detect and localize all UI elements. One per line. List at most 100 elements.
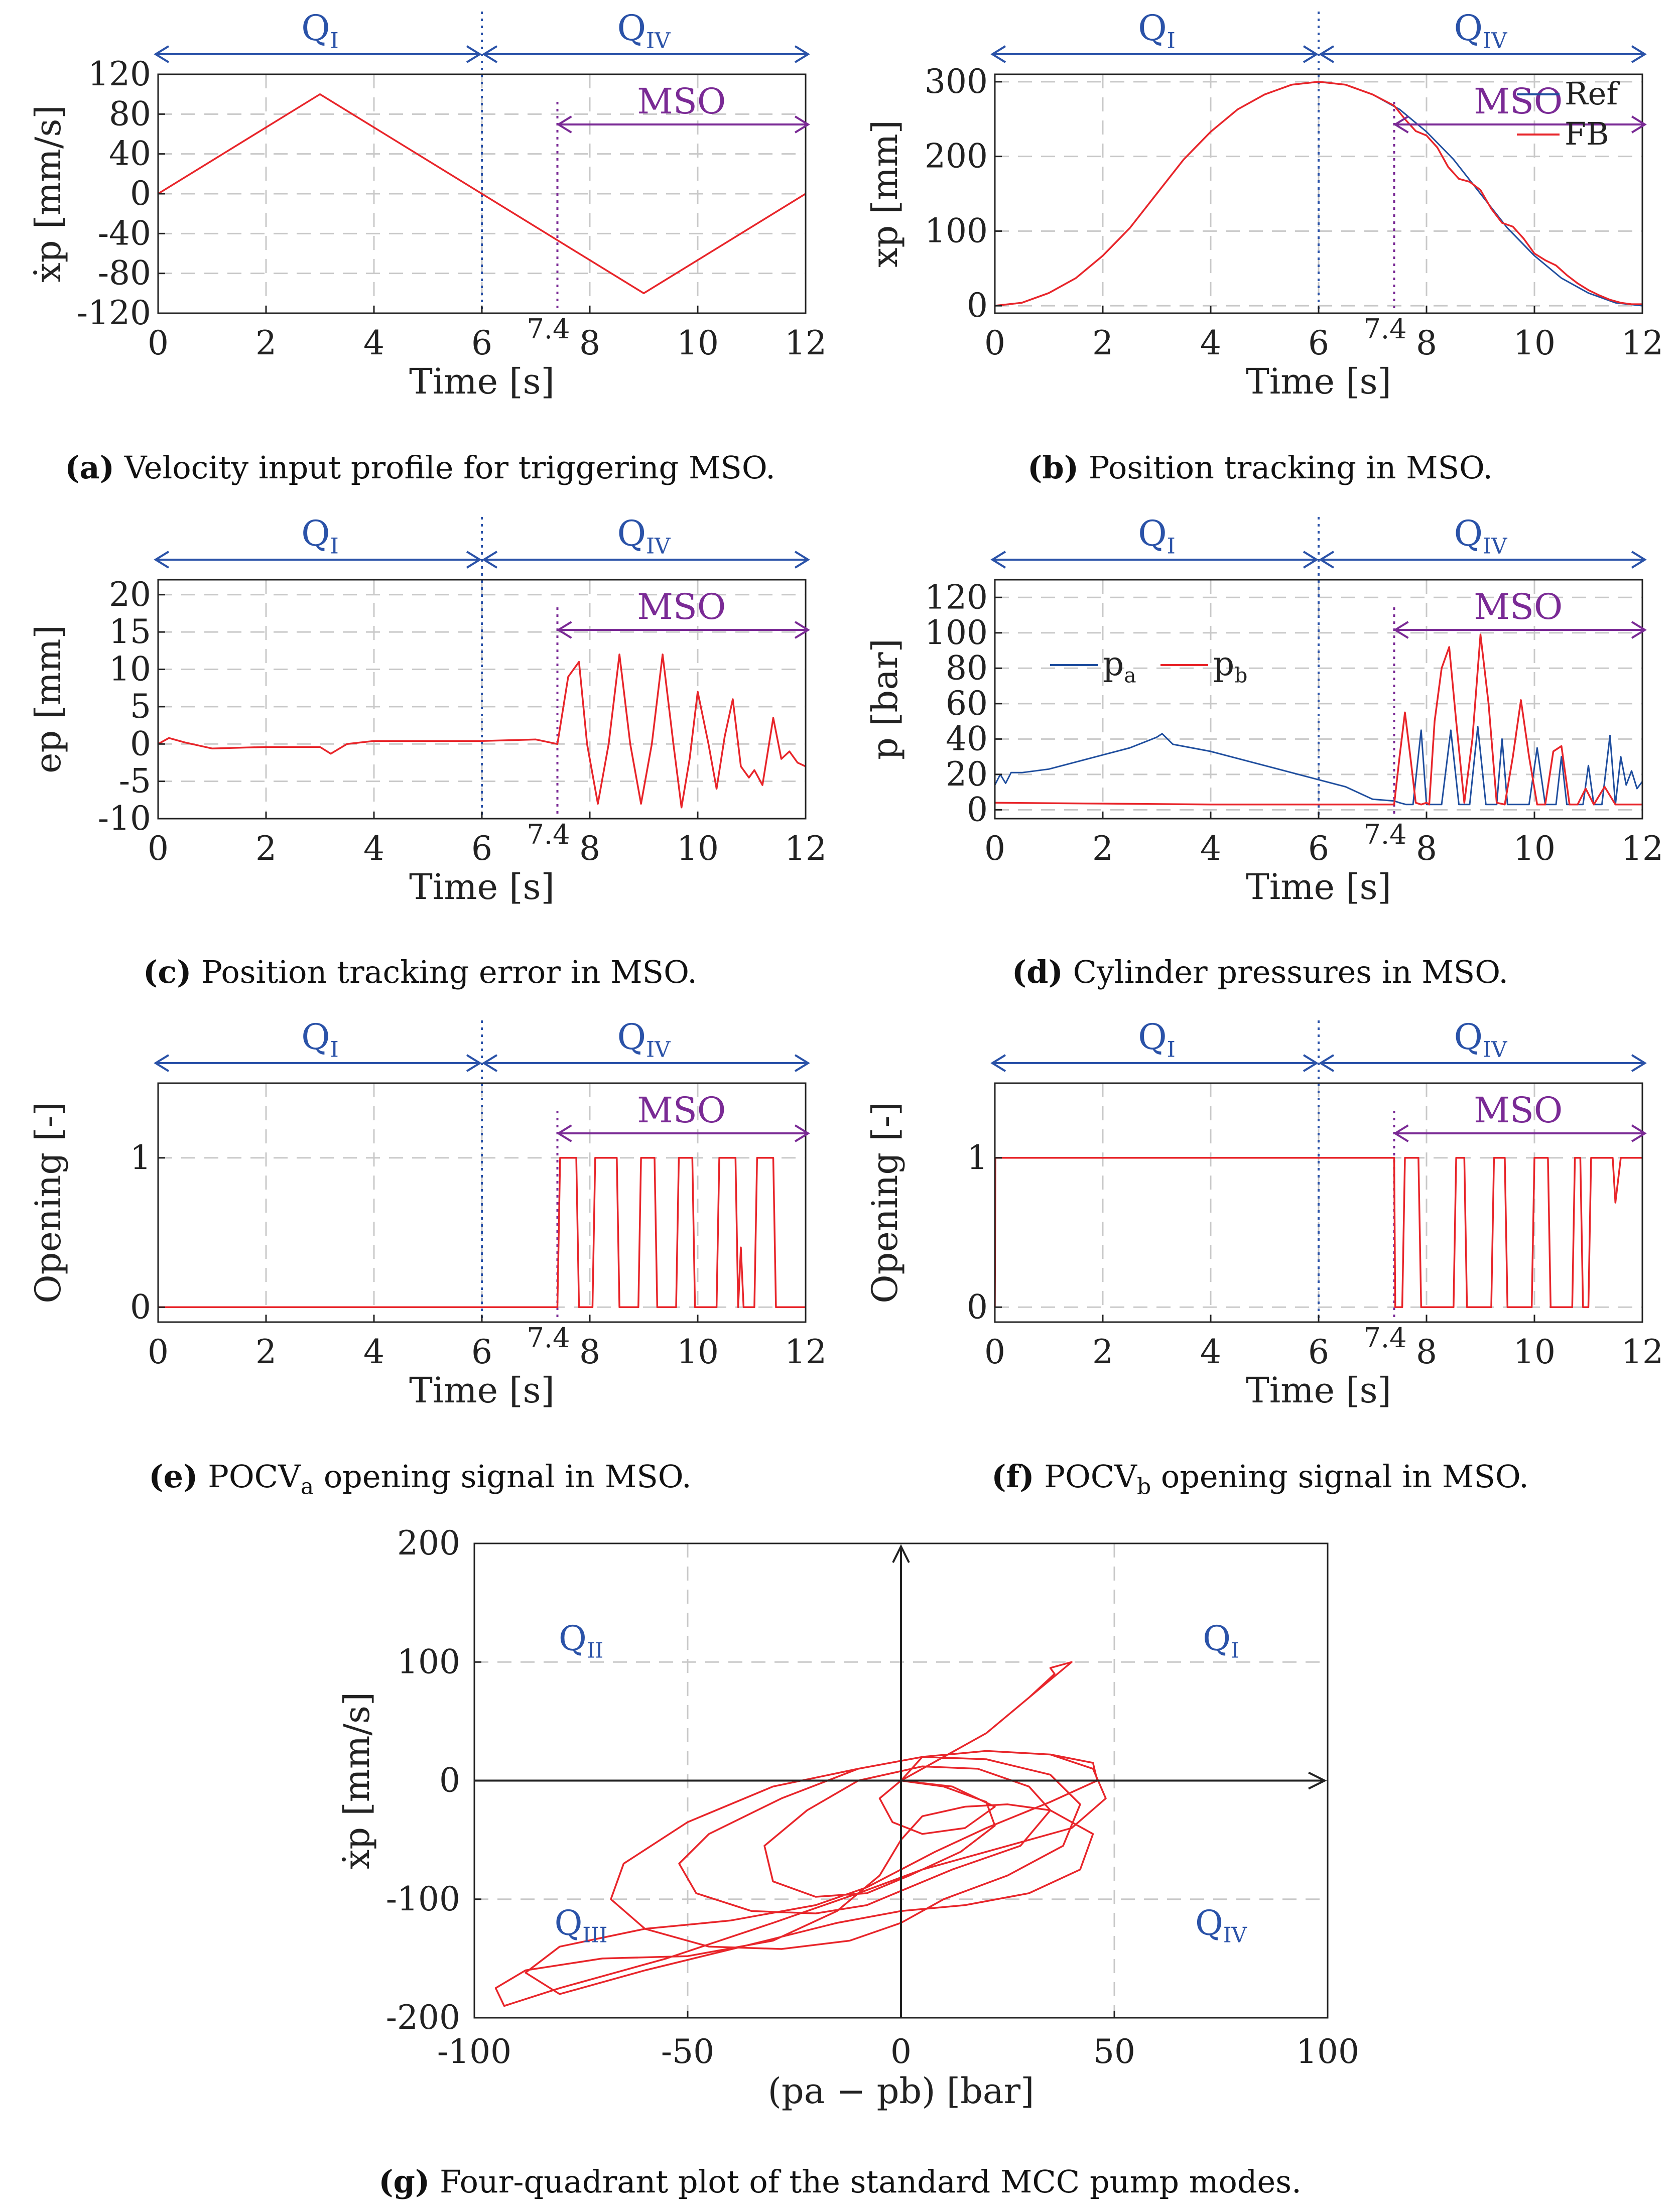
series-POCVa [158, 1157, 806, 1309]
y-tick-label: 40 [946, 719, 988, 758]
quadrant-label-left: QI [1138, 1016, 1176, 1062]
x-axis-label: Time [s] [409, 361, 555, 402]
quadrant-label-right: QIV [617, 1016, 671, 1062]
y-tick-label: 60 [946, 684, 988, 723]
quadrant-label-left-main: Q [1138, 8, 1167, 49]
center-y-arrowhead [892, 1544, 910, 1563]
y-tick-label: 100 [925, 211, 988, 250]
y-tick-label: 0 [967, 1287, 988, 1326]
quadrant-arrow-right-head [1319, 45, 1335, 63]
mso-arrow-head [556, 115, 572, 134]
x-tick-label: 2 [255, 1333, 277, 1371]
x-tick-label: 12 [1621, 1333, 1663, 1371]
quadrant-arrow-right [482, 1054, 810, 1072]
x-tick-label: 6 [471, 324, 492, 362]
x-tick-label: 0 [148, 1333, 169, 1371]
x-tick-label: 10 [1513, 324, 1556, 362]
x-tick-label: 12 [785, 829, 827, 868]
quadrant-label-left-main: Q [301, 513, 330, 554]
quadrant-arrow-left [990, 45, 1319, 63]
y-tick-label: 80 [946, 648, 988, 687]
legend-fb-label: FB [1565, 115, 1609, 152]
quadrant-arrow-left-head [154, 1054, 170, 1072]
y-tick-label: -200 [386, 1998, 460, 2037]
quadrant-label-left: QI [1138, 8, 1176, 53]
caption-e-text-pre: POCV [208, 1458, 301, 1495]
x-tick-label: 6 [1308, 829, 1329, 868]
quadrant-arrow-right [482, 45, 810, 63]
quadrant-arrow-left-head [990, 45, 1006, 63]
y-tick-label: 100 [925, 613, 988, 652]
series-pb [994, 633, 1642, 806]
x-tick-label: 8 [579, 1333, 600, 1371]
mso-arrow-head [794, 621, 810, 639]
x-tick-label: 6 [1308, 324, 1329, 362]
quadrant-label-right: QIV [617, 8, 671, 53]
quadrant-label-right-sub: IV [646, 534, 671, 559]
mso-arrow-head [556, 621, 572, 639]
y-tick-label: 20 [946, 755, 988, 794]
y-tick-label: 300 [925, 62, 988, 101]
y-tick-label: 0 [967, 286, 988, 325]
quadrant-arrow-left-head [154, 551, 170, 569]
x-tick-label: 8 [1416, 829, 1437, 868]
y-tick-label: 0 [130, 724, 151, 763]
quadrant-label-i: QI [1203, 1619, 1239, 1663]
x-tick-label: 8 [579, 324, 600, 362]
mso-label: MSO [1474, 586, 1563, 627]
quadrant-label-ii-main: Q [559, 1619, 587, 1659]
quadrant-arrow-right-head [1631, 1054, 1647, 1072]
x-tick-label: 0 [984, 829, 1005, 868]
legend-pa-label: pa [1103, 644, 1136, 688]
quadrant-arrow-right [1319, 1054, 1647, 1072]
series-pa [994, 726, 1643, 806]
quadrant-arrow-right-head [794, 551, 810, 569]
y-tick-label: 100 [397, 1642, 460, 1681]
x-axis-label: Time [s] [1246, 1370, 1391, 1411]
quadrant-label-ii-sub: II [587, 1638, 603, 1663]
quadrant-label-iii: QIII [555, 1904, 608, 1947]
mso-arrow-head [556, 1124, 572, 1142]
x-tick-label: 10 [677, 1333, 719, 1371]
mso-arrow [556, 621, 810, 639]
quadrant-label-left: QI [301, 8, 339, 53]
x-axis-label: (pa − pb) [bar] [768, 2070, 1035, 2112]
caption-d-label: (d) [1011, 954, 1063, 990]
x-tick-label: -50 [661, 2032, 714, 2071]
x-tick-label: 8 [1416, 324, 1437, 362]
x-tick-label: 4 [363, 324, 384, 362]
quadrant-label-right-sub: IV [1483, 28, 1507, 53]
mso-arrow [1393, 1124, 1647, 1142]
mso-time-label: 7.4 [527, 1322, 570, 1354]
x-tick-label: 10 [1513, 829, 1556, 868]
y-tick-label: 0 [439, 1761, 460, 1800]
quadrant-label-iv-main: Q [1195, 1904, 1223, 1943]
quadrant-label-right-sub: IV [1483, 1037, 1507, 1062]
x-tick-label: 0 [148, 324, 169, 362]
quadrant-label-left-main: Q [1138, 1016, 1167, 1058]
quadrant-label-left-sub: I [330, 28, 339, 53]
y-tick-label: -120 [77, 294, 151, 332]
quadrant-label-left: QI [301, 1016, 339, 1062]
legend-pb-label: pb [1213, 644, 1247, 688]
mso-arrow-head [1631, 115, 1647, 134]
caption-d: (d) Cylinder pressures in MSO. [840, 954, 1680, 990]
quadrant-label-right: QIV [1454, 8, 1508, 53]
caption-e-label: (e) [149, 1458, 198, 1495]
caption-e-sub: a [300, 1474, 314, 1500]
x-axis-label: Time [s] [409, 866, 555, 907]
series-error [158, 654, 806, 809]
quadrant-label-right-main: Q [1454, 8, 1483, 49]
mso-time-label: 7.4 [527, 819, 570, 850]
quadrant-arrow-left [154, 45, 482, 63]
quadrant-arrow-left-head [1303, 551, 1319, 569]
series-trajectory [494, 1661, 1107, 2007]
legend-ref-label: Ref [1565, 75, 1620, 112]
quadrant-arrow-right-head [1631, 551, 1647, 569]
quadrant-label-right-main: Q [617, 513, 646, 554]
legend-pa-label-main: p [1103, 644, 1124, 683]
mso-arrow-head [1631, 621, 1647, 639]
